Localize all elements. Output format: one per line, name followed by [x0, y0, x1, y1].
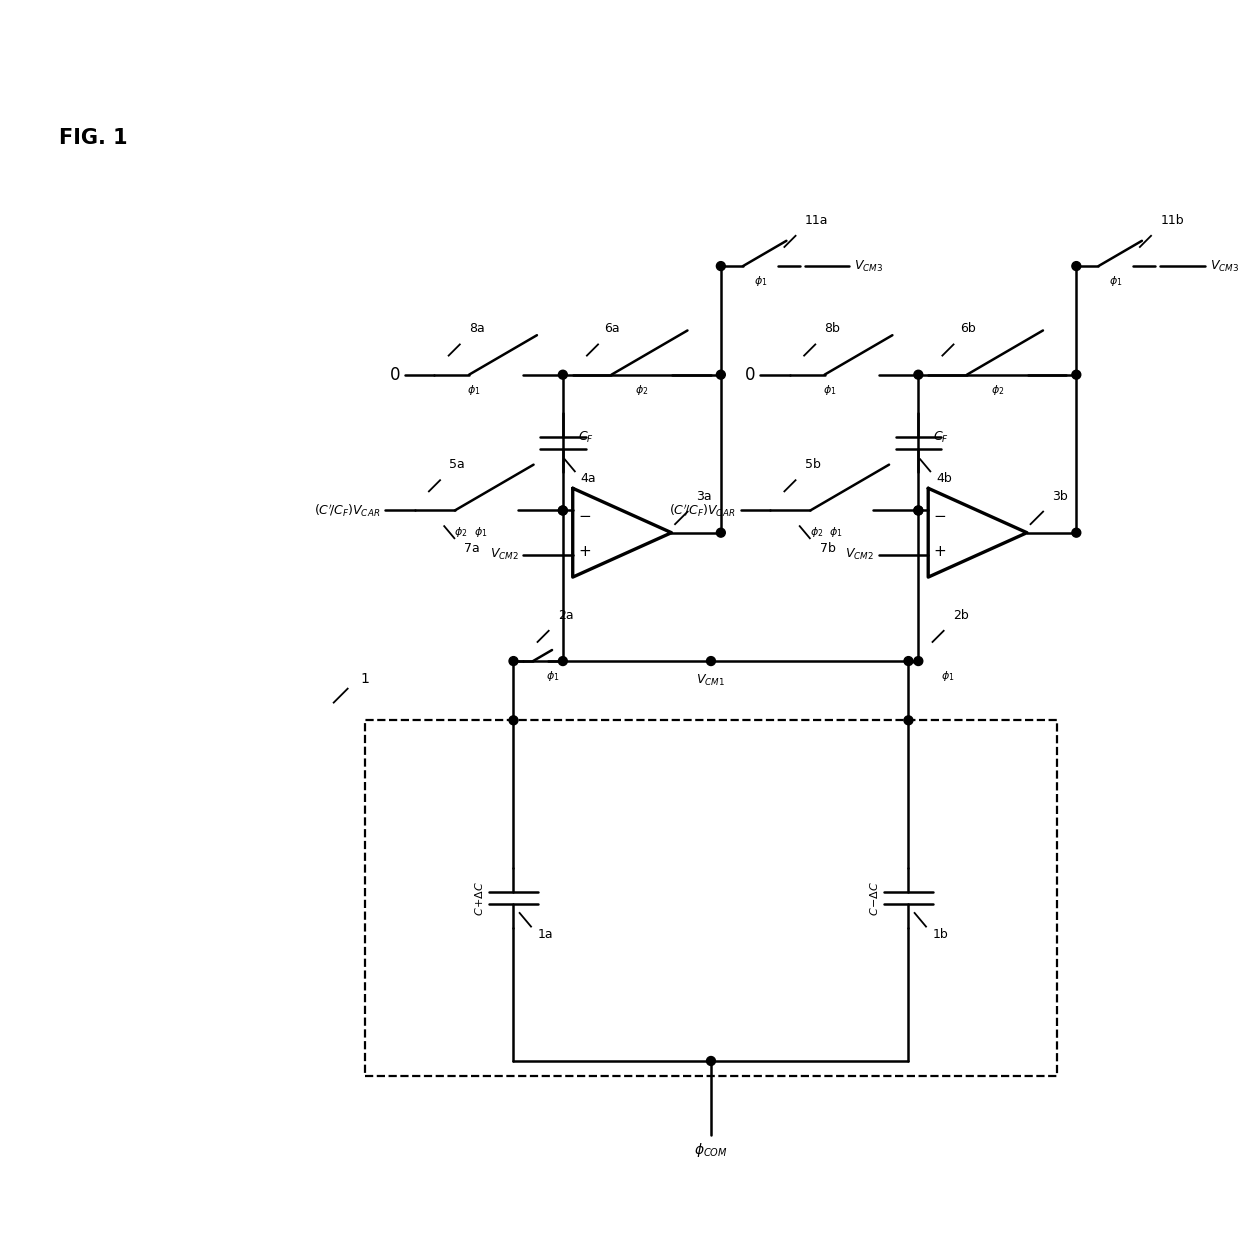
Text: $\phi_1$: $\phi_1$ — [1109, 274, 1122, 288]
Circle shape — [904, 657, 913, 665]
Circle shape — [914, 506, 923, 515]
Text: $\phi_2$: $\phi_2$ — [991, 382, 1004, 396]
Circle shape — [558, 506, 567, 515]
Circle shape — [914, 370, 923, 380]
Circle shape — [717, 370, 725, 380]
Text: 5b: 5b — [805, 459, 821, 471]
Text: 0: 0 — [389, 366, 401, 383]
Text: $V_{CM2}$: $V_{CM2}$ — [490, 548, 518, 563]
Text: $V_{CM3}$: $V_{CM3}$ — [1210, 258, 1239, 273]
Text: $\phi_1$: $\phi_1$ — [546, 669, 559, 683]
Circle shape — [510, 715, 518, 724]
Text: 3a: 3a — [696, 490, 712, 502]
Text: 7b: 7b — [820, 543, 836, 555]
Text: $V_{CM3}$: $V_{CM3}$ — [854, 258, 883, 273]
Circle shape — [558, 370, 567, 380]
Text: 6a: 6a — [604, 322, 620, 336]
Text: $\phi_1$: $\phi_1$ — [830, 525, 843, 539]
Text: 6b: 6b — [960, 322, 976, 336]
Text: FIG. 1: FIG. 1 — [60, 128, 128, 148]
Text: $+$: $+$ — [934, 544, 946, 559]
Text: 5a: 5a — [449, 459, 465, 471]
Text: $\phi_1$: $\phi_1$ — [754, 274, 768, 288]
Text: 11b: 11b — [1161, 213, 1184, 227]
Text: $\phi_2$: $\phi_2$ — [810, 525, 823, 539]
Circle shape — [1071, 262, 1081, 271]
Text: 8b: 8b — [825, 322, 841, 336]
Circle shape — [558, 506, 567, 515]
Text: 8a: 8a — [469, 322, 485, 336]
Text: $\phi_2$: $\phi_2$ — [454, 525, 467, 539]
Text: $C\!-\!\Delta C$: $C\!-\!\Delta C$ — [868, 881, 880, 916]
Text: $C\!+\!\Delta C$: $C\!+\!\Delta C$ — [472, 881, 485, 916]
Circle shape — [707, 657, 715, 665]
Text: $C_F$: $C_F$ — [578, 430, 594, 445]
Circle shape — [904, 715, 913, 724]
Text: 1a: 1a — [538, 927, 554, 941]
Text: 4b: 4b — [936, 472, 952, 485]
Text: $\phi_{COM}$: $\phi_{COM}$ — [694, 1140, 728, 1159]
Text: $C_F$: $C_F$ — [934, 430, 949, 445]
Text: $\phi_1$: $\phi_1$ — [822, 382, 836, 396]
Text: 0: 0 — [745, 366, 755, 383]
Text: 2a: 2a — [558, 609, 574, 621]
Circle shape — [1071, 370, 1081, 380]
Text: 1: 1 — [361, 672, 370, 685]
Text: $\phi_1$: $\phi_1$ — [467, 382, 481, 396]
Text: $\phi_2$: $\phi_2$ — [635, 382, 649, 396]
Text: 2b: 2b — [952, 609, 968, 621]
Text: 1b: 1b — [934, 927, 949, 941]
Text: $\phi_1$: $\phi_1$ — [941, 669, 955, 683]
Text: 3b: 3b — [1052, 490, 1068, 502]
Text: $+$: $+$ — [578, 544, 591, 559]
Circle shape — [558, 657, 567, 665]
Circle shape — [1071, 529, 1081, 538]
Text: $-$: $-$ — [578, 506, 591, 521]
Circle shape — [914, 657, 923, 665]
Text: $(C^\prime\!/C_F)V_{CAR}$: $(C^\prime\!/C_F)V_{CAR}$ — [314, 502, 381, 519]
Circle shape — [510, 657, 518, 665]
Text: 4a: 4a — [580, 472, 596, 485]
Text: 11a: 11a — [805, 213, 828, 227]
Circle shape — [717, 529, 725, 538]
Text: 7a: 7a — [464, 543, 480, 555]
Text: $\phi_1$: $\phi_1$ — [474, 525, 487, 539]
Bar — [366, 720, 1056, 1076]
Text: $V_{CM1}$: $V_{CM1}$ — [697, 673, 725, 688]
Circle shape — [707, 1056, 715, 1065]
Circle shape — [717, 262, 725, 271]
Text: $(C^\prime\!/C_F)V_{CAR}$: $(C^\prime\!/C_F)V_{CAR}$ — [670, 502, 735, 519]
Text: $V_{CM2}$: $V_{CM2}$ — [846, 548, 874, 563]
Circle shape — [914, 506, 923, 515]
Text: $-$: $-$ — [934, 506, 946, 521]
